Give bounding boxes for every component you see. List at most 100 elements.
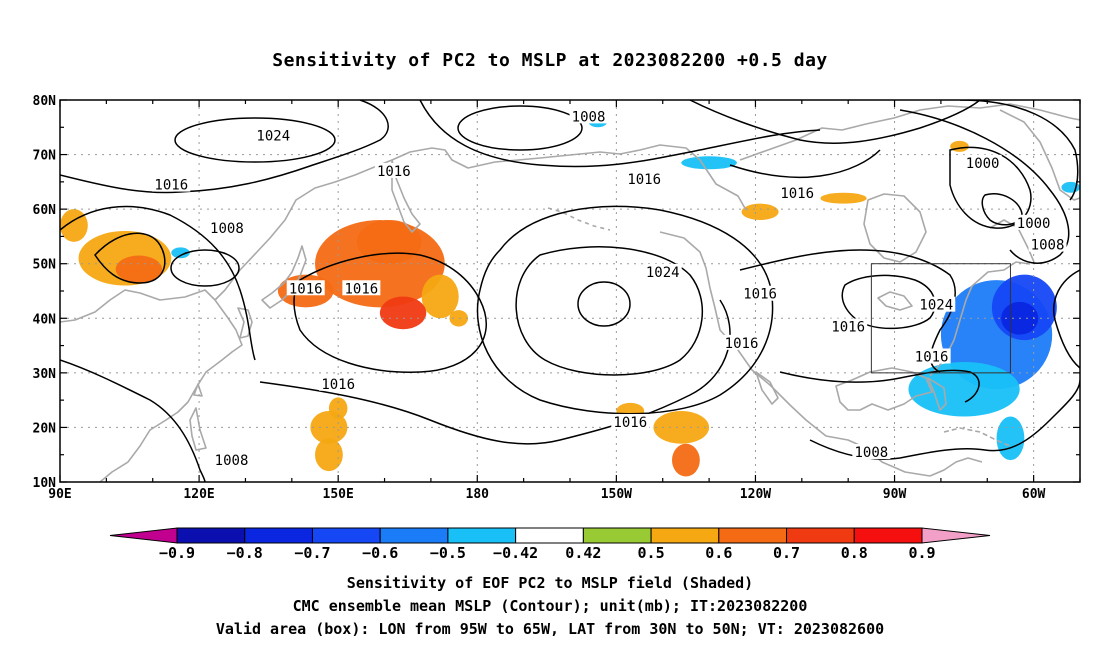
contour-label-bg [741, 285, 780, 301]
contour-1016-kamchatka [293, 252, 487, 373]
lat-label: 80N [33, 94, 57, 109]
contour-labels: 1008 1024 1016 1016 1016 1016 1000 1000 1008 1008… [152, 108, 1067, 469]
sensitivity-patch [171, 247, 190, 259]
sensitivity-patch [379, 296, 427, 330]
contour-1016-asia-north [60, 100, 389, 194]
coast-korea [237, 307, 253, 339]
colorbar-labels: −0.9 −0.8 −0.7 −0.6 −0.5 −0.42 0.42 0.5 0.6 0.7 0.… [159, 544, 936, 562]
longitude-labels: 90E 120E 150E 180 150W 120W 90W 60W [48, 487, 1045, 502]
contour-label: 1016 [627, 172, 661, 188]
contour-label-bg [1014, 214, 1053, 230]
contour-label: 1008 [572, 109, 606, 125]
coast-gulf-mexico [835, 367, 933, 411]
contour-1000-labrador-low [949, 146, 1032, 229]
contour-label: 1008 [215, 453, 249, 469]
contour-label-bg [212, 452, 251, 468]
colorbar-box [582, 527, 652, 544]
contour-label: 1000 [1017, 216, 1051, 232]
contour-label-bg [1028, 236, 1067, 252]
contour-1016-us-lower [779, 369, 980, 403]
colorbar [109, 527, 991, 544]
contour-label: 1016 [831, 319, 865, 335]
sensitivity-patch [820, 192, 867, 204]
lat-label: 40N [33, 312, 57, 327]
colorbar-low-extension [109, 527, 178, 544]
coast-caribbean [943, 427, 1011, 447]
colorbar-box [515, 527, 584, 544]
coast-central-america [929, 457, 983, 477]
coast-florida [927, 377, 947, 411]
latitude-labels: 80N 70N 60N 50N 40N 30N 20N 10N [33, 94, 57, 491]
colorbar-label: 0.5 [638, 544, 665, 562]
contour-label: 1016 [377, 164, 411, 180]
lat-label: 70N [33, 149, 57, 164]
caption-shading: Sensitivity of EOF PC2 to MSLP field (Sh… [346, 574, 754, 592]
mslp-contours [60, 100, 1080, 482]
lat-lon-gridlines [60, 100, 1080, 482]
contour-label-bg [286, 280, 325, 296]
contour-label-bg [778, 184, 817, 200]
contour-label: 1000 [966, 156, 1000, 172]
caption-valid-area: Valid area (box): LON from 95W to 65W, L… [215, 620, 885, 638]
contour-1024-pacific-high-inner [577, 281, 631, 327]
colorbar-box [379, 527, 449, 544]
colorbar-box [244, 527, 313, 544]
colorbar-box [718, 527, 788, 544]
colorbar-label: −0.42 [493, 544, 538, 562]
contour-label: 1016 [613, 415, 647, 431]
coast-aleutians [547, 207, 611, 231]
contour-1024-north-america [841, 274, 936, 330]
contour-label: 1016 [321, 377, 355, 393]
contour-1016-pacific-high [476, 205, 774, 415]
contour-label: 1016 [345, 281, 379, 297]
contour-label-bg [319, 375, 358, 391]
contour-1016-atlantic [959, 100, 1079, 201]
colorbar-box [650, 527, 720, 544]
contour-label: 1008 [210, 221, 244, 237]
lon-label: 60W [1022, 487, 1046, 502]
contour-1016-atlantic-high [1053, 269, 1080, 369]
contour-label: 1024 [919, 298, 953, 314]
contour-label-bg [207, 220, 246, 236]
contour-1016-pacific-subtropical [259, 299, 731, 445]
contour-1008-sw-asia [60, 359, 206, 482]
contour-label-bg [152, 176, 191, 192]
coast-great-lakes [877, 291, 913, 311]
contour-label-bg [917, 296, 956, 312]
contour-label-bg [374, 162, 413, 178]
lon-label: 150W [601, 487, 632, 502]
contour-1016-north-america [739, 249, 956, 373]
sensitivity-patch [950, 140, 969, 152]
contour-label-bg [963, 154, 1002, 170]
colorbar-label: −0.6 [362, 544, 398, 562]
contour-label-bg [829, 318, 868, 334]
axis-ticks [59, 99, 1081, 483]
lon-label: 120E [183, 487, 214, 502]
contour-label-bg [342, 280, 381, 296]
contour-label-bg [643, 263, 682, 279]
contour-1016-arctic-east [689, 100, 981, 144]
coast-japan [261, 245, 307, 309]
colorbar-label: 0.9 [908, 544, 935, 562]
colorbar-label: −0.9 [159, 544, 195, 562]
contour-label: 1016 [154, 178, 188, 194]
contour-1024-pacific-high-outer [515, 246, 703, 376]
colorbar-label: −0.7 [294, 544, 330, 562]
coast-north-america-west [659, 231, 931, 477]
sensitivity-patch [356, 220, 422, 264]
sensitivity-patch [653, 411, 710, 444]
coast-asia [60, 289, 243, 482]
colorbar-label: 0.7 [773, 544, 800, 562]
colorbar-label: 0.42 [565, 544, 601, 562]
contour-label-bg [852, 443, 891, 459]
colorbar-box [447, 527, 517, 544]
contour-label-bg [254, 127, 293, 143]
contour-1000-inner [981, 193, 1023, 226]
sensitivity-patch [681, 156, 737, 170]
sensitivity-patch [115, 255, 162, 283]
contour-label-bg [625, 171, 664, 187]
contour-label: 1016 [289, 281, 323, 297]
chart-title: Sensitivity of PC2 to MSLP at 2023082200… [272, 50, 828, 71]
lat-label: 30N [33, 367, 57, 382]
